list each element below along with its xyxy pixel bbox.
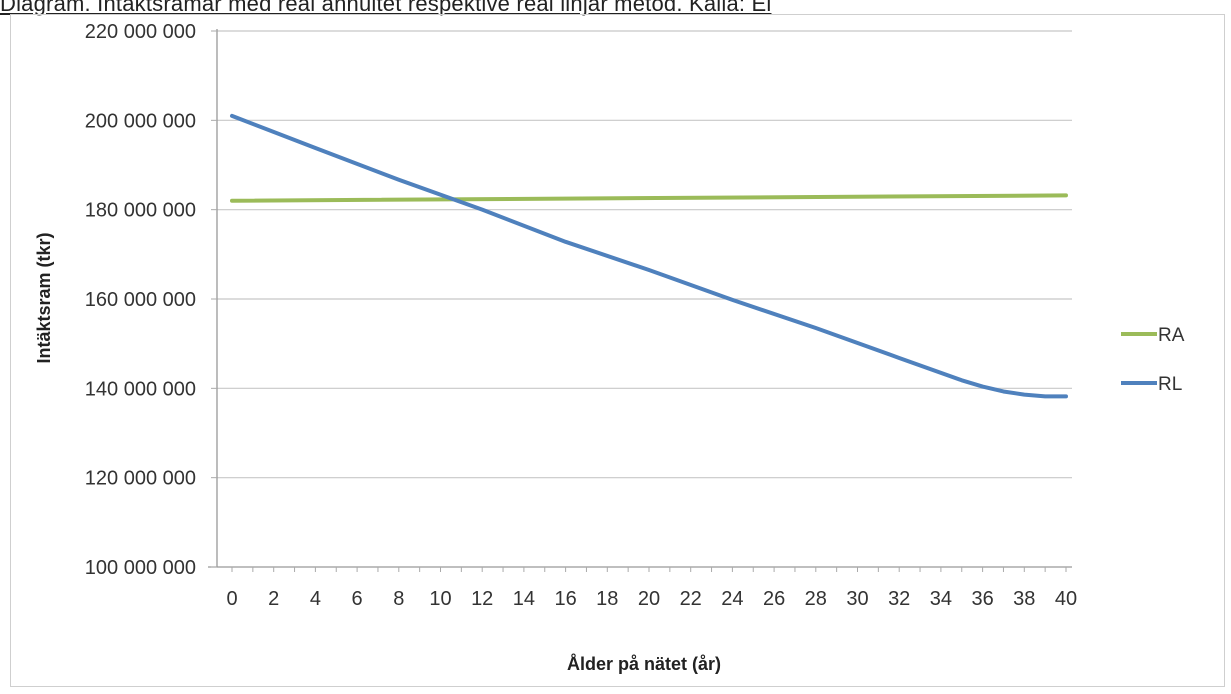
axes (208, 29, 1072, 572)
legend-label-ra: RA (1158, 325, 1185, 346)
x-tick-label: 0 (226, 588, 237, 610)
y-tick-label: 160 000 000 (85, 289, 196, 311)
x-tick-label: 16 (554, 588, 576, 610)
x-tick-labels: 0 2 4 6 8 10 12 14 16 18 20 22 24 26 28 30 32 34 36 38 40 (226, 588, 1077, 610)
series-line-ra (230, 193, 1068, 203)
y-tick-label: 140 000 000 (85, 378, 196, 400)
x-tick-label: 38 (1013, 588, 1035, 610)
x-tick-label: 34 (930, 588, 952, 610)
x-tick-label: 14 (513, 588, 535, 610)
x-tick-label: 32 (888, 588, 910, 610)
x-axis-title: Ålder på nätet (år) (567, 654, 721, 674)
series-line-rl (230, 113, 1068, 399)
x-tick-label: 24 (721, 588, 743, 610)
x-tick-label: 6 (352, 588, 363, 610)
gridlines (217, 30, 1072, 479)
x-tick-label: 8 (393, 588, 404, 610)
y-tick-label: 100 000 000 (85, 557, 196, 579)
x-tick-label: 4 (310, 588, 321, 610)
legend-label-rl: RL (1158, 374, 1182, 395)
y-tick-label: 180 000 000 (85, 200, 196, 222)
legend: RA RL (1121, 325, 1185, 395)
y-tick-label: 120 000 000 (85, 468, 196, 490)
y-tick-labels: 100 000 000 120 000 000 140 000 000 160 000… (85, 21, 196, 579)
y-tick-label: 200 000 000 (85, 110, 196, 132)
series-lines (230, 113, 1068, 399)
x-tick-label: 12 (471, 588, 493, 610)
figure-caption: Diagram. Intäktsramar med real annuitet … (0, 0, 772, 16)
x-tick-label: 30 (846, 588, 868, 610)
chart-frame (10, 14, 1225, 687)
x-tick-label: 36 (971, 588, 993, 610)
y-tick-label: 220 000 000 (85, 21, 196, 43)
y-axis-title: Intäktsram (tkr) (34, 232, 54, 363)
x-tick-label: 10 (429, 588, 451, 610)
x-tick-label: 40 (1055, 588, 1077, 610)
x-tick-label: 20 (638, 588, 660, 610)
x-tick-label: 28 (805, 588, 827, 610)
x-tick-label: 22 (680, 588, 702, 610)
x-tick-label: 26 (763, 588, 785, 610)
x-tick-label: 2 (268, 588, 279, 610)
x-tick-label: 18 (596, 588, 618, 610)
